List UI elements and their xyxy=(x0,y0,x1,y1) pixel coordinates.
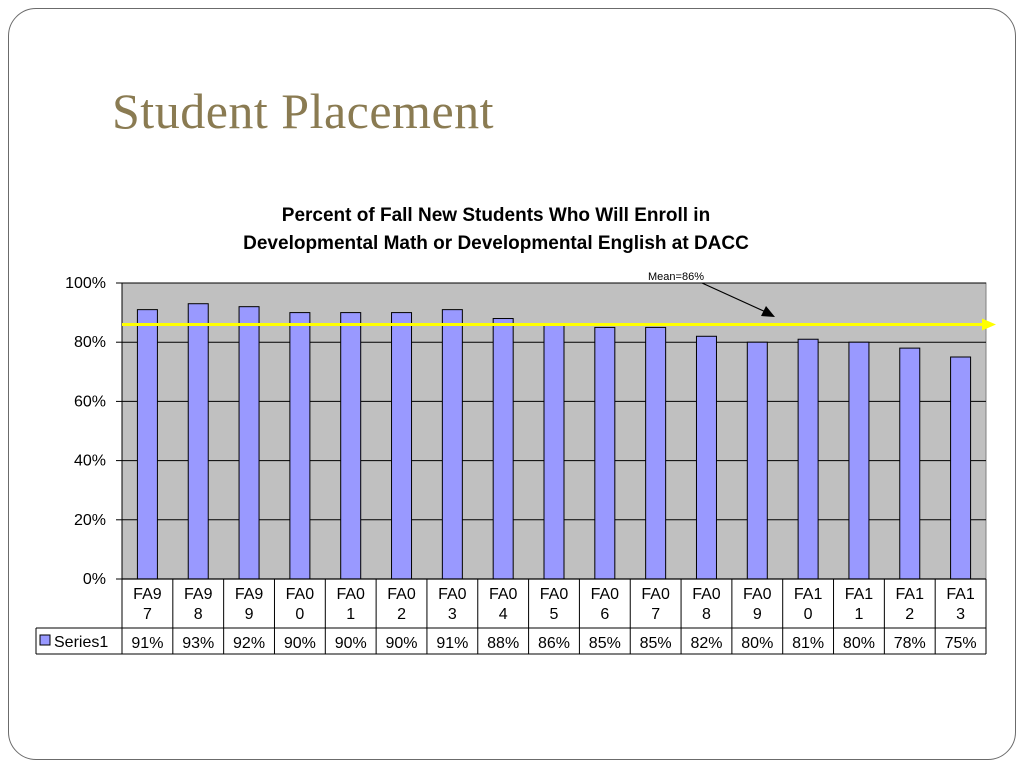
bar xyxy=(136,309,158,580)
bar xyxy=(950,356,972,580)
data-label: 75% xyxy=(945,635,977,652)
bar xyxy=(645,326,667,580)
bar xyxy=(340,312,362,580)
bar xyxy=(238,306,260,580)
x-tick-label: 1 xyxy=(346,606,355,623)
data-label: 85% xyxy=(589,635,621,652)
annotation-arrowhead xyxy=(761,306,775,317)
x-tick-label: FA1 xyxy=(845,586,874,603)
mean-annotation: Mean=86% xyxy=(648,271,704,283)
x-tick-label: FA0 xyxy=(641,586,670,603)
x-tick-label: 0 xyxy=(295,606,304,623)
data-label: 80% xyxy=(843,635,875,652)
x-tick-label: 5 xyxy=(550,606,559,623)
x-tick-label: FA0 xyxy=(336,586,365,603)
y-tick-label: 0% xyxy=(83,571,106,588)
x-tick-label: FA0 xyxy=(387,586,416,603)
bar xyxy=(543,323,565,580)
x-tick-label: 8 xyxy=(194,606,203,623)
x-tick-label: FA0 xyxy=(743,586,772,603)
data-label: 92% xyxy=(233,635,265,652)
bar xyxy=(899,347,921,580)
bar xyxy=(441,309,463,580)
data-label: 90% xyxy=(386,635,418,652)
annotation-arrow-line xyxy=(701,282,769,314)
x-tick-label: 4 xyxy=(499,606,508,623)
x-tick-label: FA0 xyxy=(286,586,315,603)
data-label: 90% xyxy=(284,635,316,652)
x-tick-label: 7 xyxy=(143,606,152,623)
y-tick-label: 100% xyxy=(65,275,106,292)
bar xyxy=(797,338,819,580)
x-tick-label: FA1 xyxy=(896,586,925,603)
data-label: 88% xyxy=(487,635,519,652)
data-label: 93% xyxy=(182,635,214,652)
bar xyxy=(746,341,768,580)
x-tick-label: FA1 xyxy=(794,586,823,603)
y-tick-label: 60% xyxy=(74,393,106,410)
legend-label: Series1 xyxy=(54,634,108,651)
x-tick-label: FA1 xyxy=(946,586,975,603)
x-tick-label: 0 xyxy=(804,606,813,623)
bar xyxy=(848,341,870,580)
bar xyxy=(695,335,717,580)
mean-line-arrowhead xyxy=(982,318,996,331)
bar xyxy=(594,326,616,580)
x-tick-label: FA0 xyxy=(692,586,721,603)
data-label: 82% xyxy=(690,635,722,652)
data-label: 80% xyxy=(741,635,773,652)
bar xyxy=(391,312,413,580)
data-label: 86% xyxy=(538,635,570,652)
x-tick-label: 3 xyxy=(956,606,965,623)
x-tick-label: 7 xyxy=(651,606,660,623)
x-tick-label: FA0 xyxy=(540,586,569,603)
x-tick-label: FA0 xyxy=(591,586,620,603)
x-tick-label: FA0 xyxy=(438,586,467,603)
data-label: 91% xyxy=(436,635,468,652)
bar xyxy=(492,318,514,580)
x-tick-label: 9 xyxy=(753,606,762,623)
x-tick-label: 9 xyxy=(245,606,254,623)
y-tick-label: 80% xyxy=(74,334,106,351)
data-label: 91% xyxy=(131,635,163,652)
x-tick-label: FA0 xyxy=(489,586,518,603)
x-tick-label: FA9 xyxy=(133,586,162,603)
x-tick-label: FA9 xyxy=(235,586,264,603)
y-tick-label: 20% xyxy=(74,512,106,529)
y-tick-label: 40% xyxy=(74,453,106,470)
legend-swatch xyxy=(39,634,51,646)
x-tick-label: 2 xyxy=(397,606,406,623)
x-tick-label: FA9 xyxy=(184,586,213,603)
x-tick-label: 1 xyxy=(854,606,863,623)
x-tick-label: 2 xyxy=(905,606,914,623)
x-tick-label: 6 xyxy=(600,606,609,623)
bar xyxy=(187,303,209,580)
chart-title-line: Percent of Fall New Students Who Will En… xyxy=(282,205,710,226)
chart-title-line: Developmental Math or Developmental Engl… xyxy=(243,233,749,254)
data-label: 85% xyxy=(640,635,672,652)
x-tick-label: 8 xyxy=(702,606,711,623)
data-label: 78% xyxy=(894,635,926,652)
data-label: 90% xyxy=(335,635,367,652)
data-label: 81% xyxy=(792,635,824,652)
bar xyxy=(289,312,311,580)
slide-title: Student Placement xyxy=(112,83,495,139)
x-tick-label: 3 xyxy=(448,606,457,623)
